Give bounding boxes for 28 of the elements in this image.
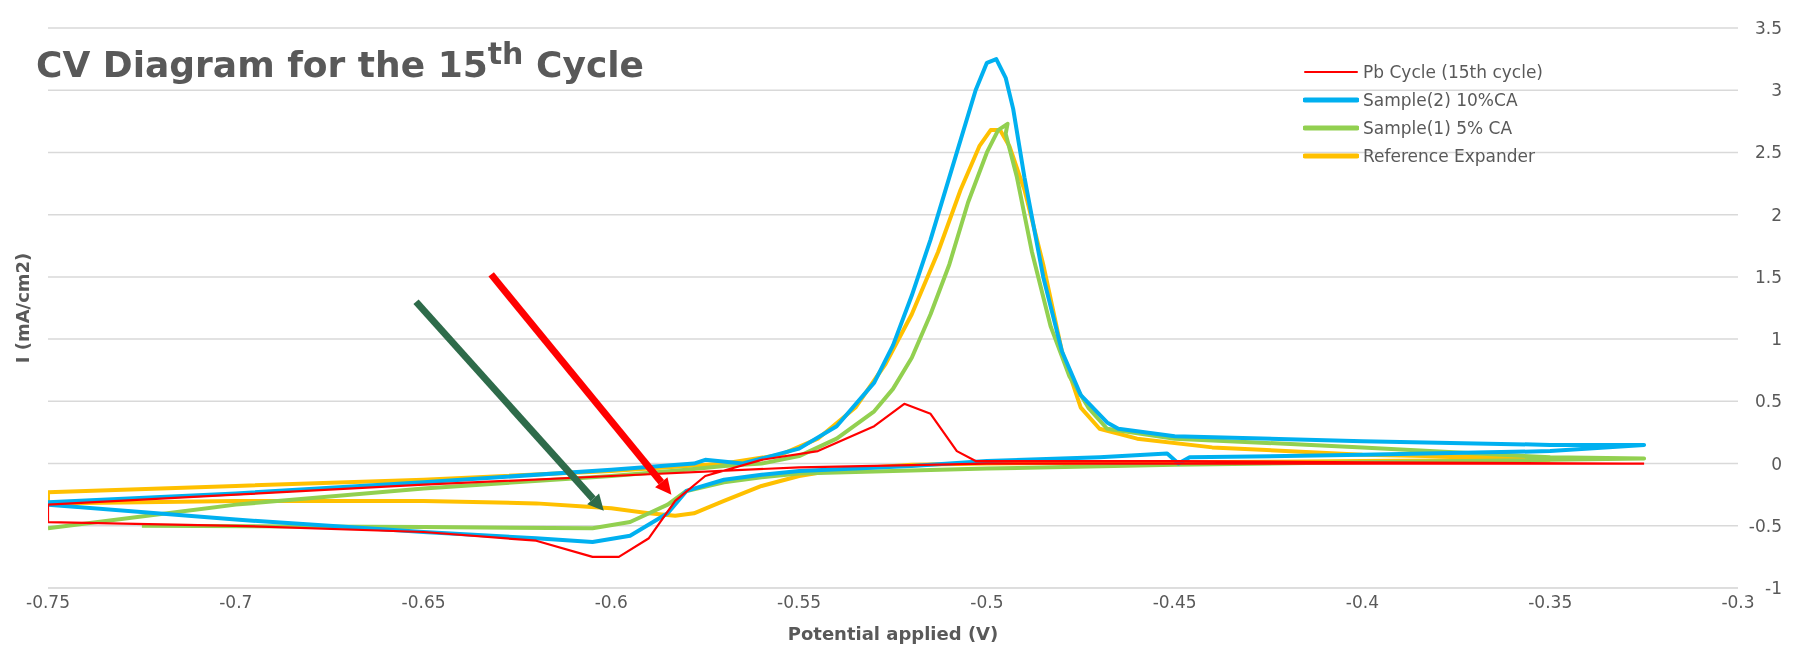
x-tick-label: -0.65: [401, 592, 446, 613]
x-tick-label: -0.55: [777, 592, 822, 613]
x-tick-label: -0.35: [1528, 592, 1573, 613]
x-tick-label: -0.5: [970, 592, 1004, 613]
legend-label: Sample(1) 5% CA: [1363, 118, 1513, 138]
x-tick-label: -0.3: [1721, 592, 1755, 613]
y-tick-label: -1: [1765, 578, 1782, 599]
chart-title: CV Diagram for the 15$^{th}$ Cycle: [36, 36, 644, 85]
x-tick-label: -0.4: [1345, 592, 1380, 613]
line-series: [48, 402, 1646, 558]
y-tick-label: 2.5: [1754, 142, 1782, 163]
legend-label: Pb Cycle (15th cycle): [1363, 62, 1543, 82]
y-tick-label: 3: [1771, 80, 1782, 101]
y-tick-label: -0.5: [1748, 515, 1782, 536]
x-tick-label: -0.45: [1152, 592, 1197, 613]
y-tick-label: 1: [1771, 329, 1782, 350]
x-tick-label: -0.75: [26, 592, 70, 613]
x-tick-label: -0.7: [219, 592, 253, 613]
y-axis-title: I (mA/cm2): [11, 252, 33, 364]
y-tick-label: 2: [1771, 204, 1782, 225]
x-axis-title: Potential applied (V): [787, 623, 999, 644]
y-tick-label: 0.5: [1754, 391, 1782, 412]
legend-label: Reference Expander: [1363, 146, 1536, 166]
x-tick-label: -0.6: [594, 592, 628, 613]
legend-label: Sample(2) 10%CA: [1363, 90, 1518, 110]
y-tick-label: 0: [1771, 453, 1782, 474]
y-tick-label: 1.5: [1754, 266, 1782, 287]
y-tick-label: 3.5: [1754, 18, 1782, 39]
